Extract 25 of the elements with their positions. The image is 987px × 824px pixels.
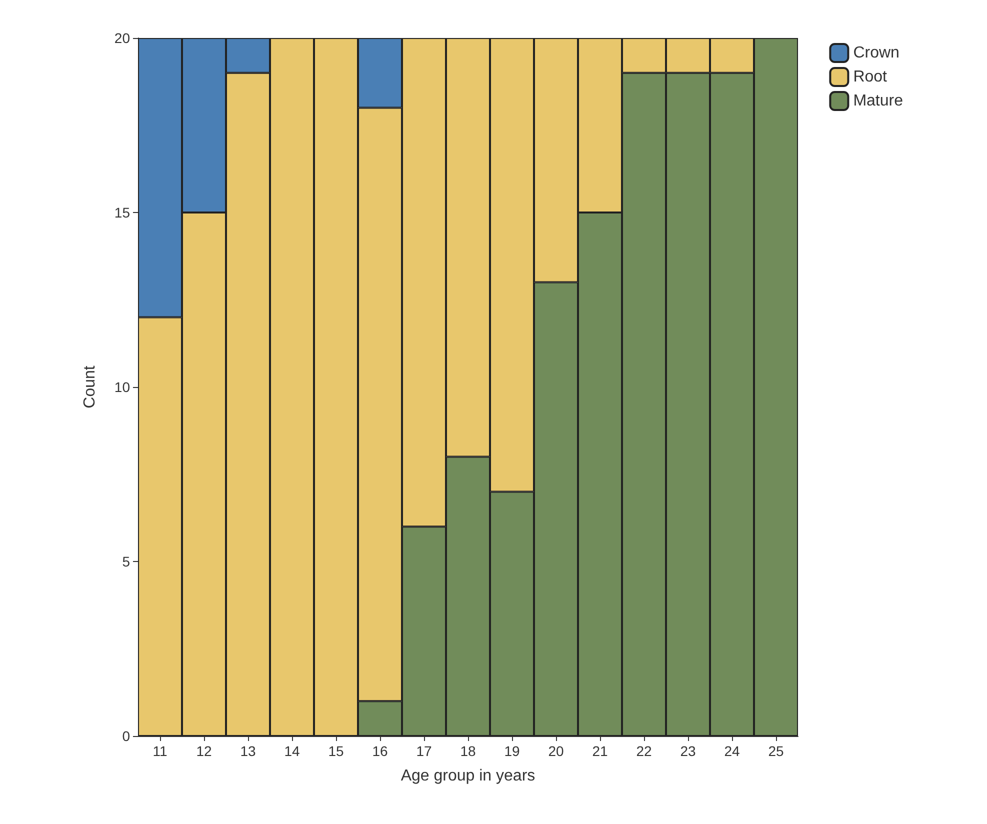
x-tick-label: 22: [636, 743, 652, 759]
y-axis-title: Count: [82, 365, 98, 408]
y-tick-label: 20: [114, 30, 130, 46]
y-tick-label: 0: [122, 728, 130, 744]
x-tick-label: 21: [592, 743, 608, 759]
legend-label: Root: [853, 68, 888, 86]
x-tick-label: 18: [460, 743, 476, 759]
x-tick-label: 12: [196, 743, 212, 759]
x-tick-label: 23: [680, 743, 696, 759]
x-tick-label: 16: [372, 743, 388, 759]
legend-label: Mature: [853, 92, 904, 110]
legend-label: Crown: [853, 44, 900, 62]
x-tick-label: 14: [284, 743, 300, 759]
x-tick-label: 13: [240, 743, 256, 759]
y-tick-label: 5: [122, 554, 130, 570]
y-tick-label: 10: [114, 379, 130, 395]
x-tick-label: 20: [548, 743, 564, 759]
x-axis-title: Age group in years: [400, 768, 536, 784]
y-tick-label: 15: [114, 204, 130, 220]
x-tick-label: 17: [416, 743, 432, 759]
x-tick-label: 11: [152, 743, 168, 759]
x-tick-label: 25: [768, 743, 784, 759]
x-tick-label: 19: [504, 743, 520, 759]
x-tick-label: 15: [328, 743, 344, 759]
x-tick-label: 24: [724, 743, 740, 759]
